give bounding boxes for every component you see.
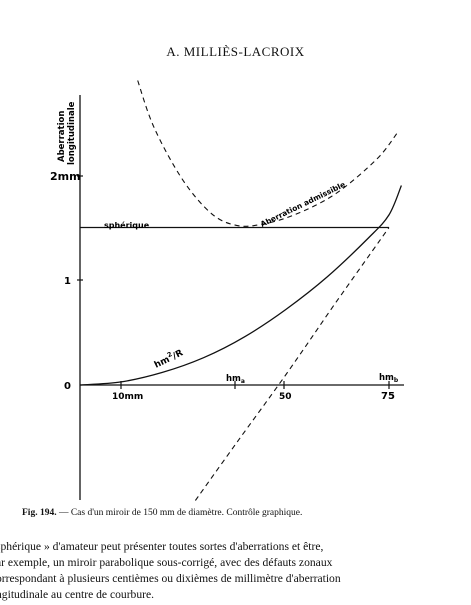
label-spherique: sphérique xyxy=(104,220,150,230)
caption-text: — Cas d'un miroir de 150 mm de diamètre.… xyxy=(58,508,303,518)
body-line: sphérique » d'amateur peut présenter tou… xyxy=(0,540,324,553)
caption-fig-number: Fig. 194. xyxy=(22,508,57,518)
x-tick-label-50: 50 xyxy=(279,392,292,402)
running-header: A. MILLIÈS-LACROIX xyxy=(166,44,305,59)
y-tick-label-2mm: 2mm xyxy=(50,170,81,183)
body-line: orrespondant à plusieurs centièmes ou di… xyxy=(0,572,341,585)
hm-b-label: hmb xyxy=(379,373,399,384)
y-tick-label-1: 1 xyxy=(64,276,71,287)
body-paragraph: sphérique » d'amateur peut présenter tou… xyxy=(0,539,466,603)
series-line-unlabeled-3 xyxy=(194,227,390,501)
y-tick-label-0: 0 xyxy=(64,381,71,392)
y-axis-label-line2: longitudinale xyxy=(67,101,77,165)
label-aberration-admissible: Aberration admissible xyxy=(259,180,347,229)
y-axis-label-line1: Aberration xyxy=(57,111,67,162)
figure-caption: Fig. 194. — Cas d'un miroir de 150 mm de… xyxy=(22,508,462,518)
series-line-hm2-r xyxy=(79,185,402,386)
x-tick-label-75: 75 xyxy=(381,391,395,402)
series-line-aberration-admissible xyxy=(137,80,398,227)
body-line: ngitudinale au centre de courbure. xyxy=(0,588,155,601)
series-layer xyxy=(79,80,402,501)
aberration-chart: Aberration longitudinale 2mm 1 0 10mm 50… xyxy=(50,80,404,501)
hm-a-label: hma xyxy=(226,374,245,385)
x-tick-label-10mm: 10mm xyxy=(112,392,143,402)
body-line: ar exemple, un miroir parabolique sous-c… xyxy=(0,556,333,569)
